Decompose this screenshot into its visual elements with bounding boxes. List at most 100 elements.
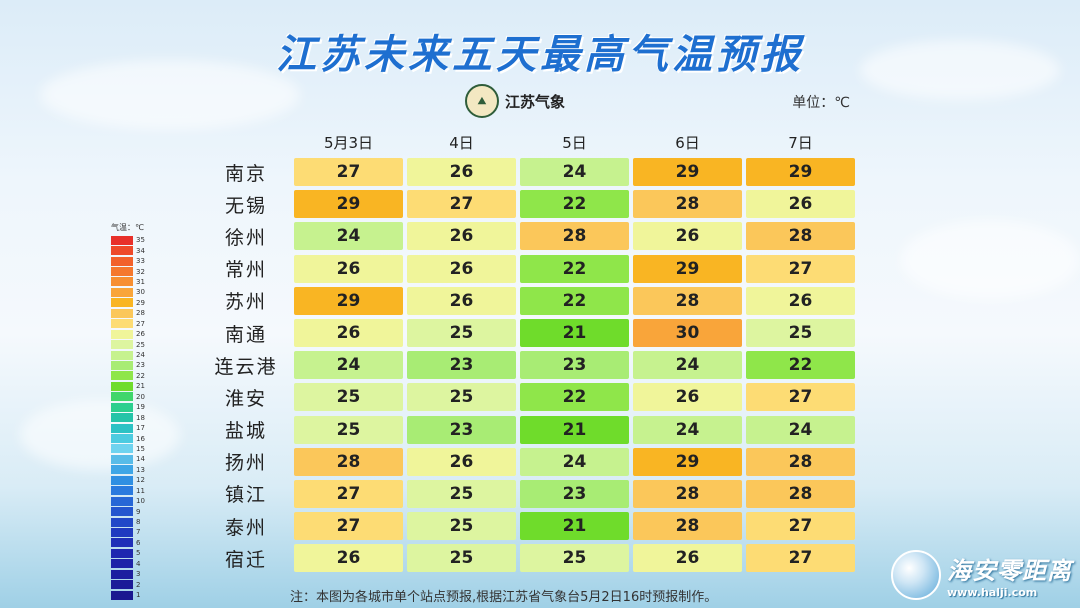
temperature-cell: 29 (633, 254, 742, 283)
legend-entry: 28 (111, 308, 145, 318)
table-row: 扬州 28 26 24 29 28 (200, 446, 857, 478)
legend-label: 32 (136, 267, 145, 276)
temperature-cell: 29 (294, 286, 403, 315)
temperature-cell: 25 (294, 383, 403, 412)
legend-swatch (111, 423, 133, 433)
temperature-cell: 25 (407, 383, 516, 412)
legend-swatch (111, 538, 133, 548)
city-label: 扬州 (224, 452, 267, 475)
temperature-cell: 29 (633, 447, 742, 476)
legend-label: 7 (136, 528, 141, 537)
legend-entry: 3 (111, 569, 145, 579)
temperature-cell: 22 (746, 351, 855, 380)
table-row: 淮安 25 25 22 26 27 (200, 381, 857, 413)
temperature-table: 5月3日 4日 5日 6日 7日 南京 27 26 24 29 29 无锡 29 27 22 28 26 徐州 24… (200, 128, 857, 574)
temperature-cell: 29 (633, 158, 742, 187)
legend-label: 3 (136, 570, 141, 579)
legend-swatch (111, 402, 133, 412)
temperature-cell: 22 (520, 383, 629, 412)
temperature-cell: 26 (633, 383, 742, 412)
temperature-cell: 22 (520, 190, 629, 219)
temperature-cell: 29 (294, 190, 403, 219)
legend-label: 29 (136, 298, 145, 307)
legend-entry: 9 (111, 506, 145, 517)
legend-label: 25 (136, 340, 145, 349)
legend-swatch (111, 392, 133, 402)
legend-entry: 13 (111, 465, 145, 475)
legend-title: 气温：℃ (111, 223, 144, 232)
legend-entry: 23 (111, 360, 145, 370)
temperature-cell: 24 (294, 222, 403, 251)
legend-entry: 16 (111, 433, 145, 444)
city-label: 南京 (224, 162, 267, 185)
legend-label: 20 (136, 392, 145, 401)
temperature-cell: 27 (294, 158, 403, 187)
table-row: 常州 26 26 22 29 27 (200, 253, 857, 285)
jiangsu-weather-logo: ⛰ 江苏气象 (465, 84, 565, 118)
city-label: 无锡 (224, 194, 267, 217)
legend-label: 17 (136, 424, 145, 433)
legend-entry: 29 (111, 298, 145, 308)
temperature-cell: 27 (746, 254, 855, 283)
legend-swatch (111, 277, 133, 287)
legend-entry: 21 (111, 381, 145, 391)
temperature-cell: 25 (407, 319, 516, 348)
legend-entry: 15 (111, 444, 145, 454)
temperature-cell: 26 (294, 319, 403, 348)
temperature-cell: 23 (520, 479, 629, 508)
temperature-cell: 27 (746, 383, 855, 412)
weather-emblem-icon: ⛰ (465, 84, 499, 118)
legend-label: 30 (136, 288, 145, 297)
legend-swatch (111, 371, 133, 381)
temperature-cell: 23 (520, 351, 629, 380)
legend-label: 6 (136, 538, 141, 547)
legend-label: 18 (136, 413, 145, 422)
legend-entry: 31 (111, 277, 145, 287)
temperature-cell: 25 (520, 544, 629, 573)
legend-swatch (111, 287, 133, 297)
legend-label: 15 (136, 444, 145, 453)
temperature-cell: 28 (633, 512, 742, 541)
legend-entry: 22 (111, 371, 145, 381)
temperature-cell: 26 (746, 286, 855, 315)
table-row: 徐州 24 26 28 26 28 (200, 220, 857, 252)
temperature-cell: 26 (407, 286, 516, 315)
legend-swatch (111, 569, 133, 579)
table-row: 连云港 24 23 23 24 22 (200, 349, 857, 381)
legend-swatch (111, 340, 133, 350)
legend-label: 33 (136, 257, 145, 266)
temperature-cell: 26 (633, 222, 742, 251)
temperature-cell: 22 (520, 254, 629, 283)
legend-swatch (111, 590, 133, 600)
legend-entry: 35 (111, 235, 145, 245)
temperature-cell: 28 (633, 479, 742, 508)
temperature-cell: 28 (746, 447, 855, 476)
legend-entry: 25 (111, 339, 145, 350)
legend-entry: 32 (111, 266, 145, 277)
city-label: 常州 (224, 259, 267, 282)
column-header: 4日 (449, 133, 474, 152)
table-row: 泰州 27 25 21 28 27 (200, 510, 857, 542)
table-row: 镇江 27 25 23 28 28 (200, 478, 857, 510)
legend-entry: 26 (111, 329, 145, 339)
legend-swatch (111, 413, 133, 423)
legend-label: 12 (136, 476, 145, 485)
legend-label: 1 (136, 591, 141, 600)
legend-entry: 27 (111, 319, 145, 329)
legend-swatch (111, 434, 133, 444)
legend-label: 2 (136, 580, 141, 589)
legend-label: 14 (136, 455, 145, 464)
legend-entry: 10 (111, 496, 145, 506)
temperature-cell: 27 (407, 190, 516, 219)
temperature-cell: 21 (520, 512, 629, 541)
column-header: 5月3日 (323, 133, 374, 152)
temperature-cell: 26 (407, 447, 516, 476)
legend-swatch (111, 319, 133, 329)
temperature-cell: 26 (294, 544, 403, 573)
temperature-cell: 27 (294, 512, 403, 541)
legend-swatch (111, 517, 133, 527)
legend-label: 16 (136, 434, 145, 443)
table-row: 盐城 25 23 21 24 24 (200, 414, 857, 446)
column-header: 6日 (675, 133, 700, 152)
legend-entry: 17 (111, 423, 145, 433)
